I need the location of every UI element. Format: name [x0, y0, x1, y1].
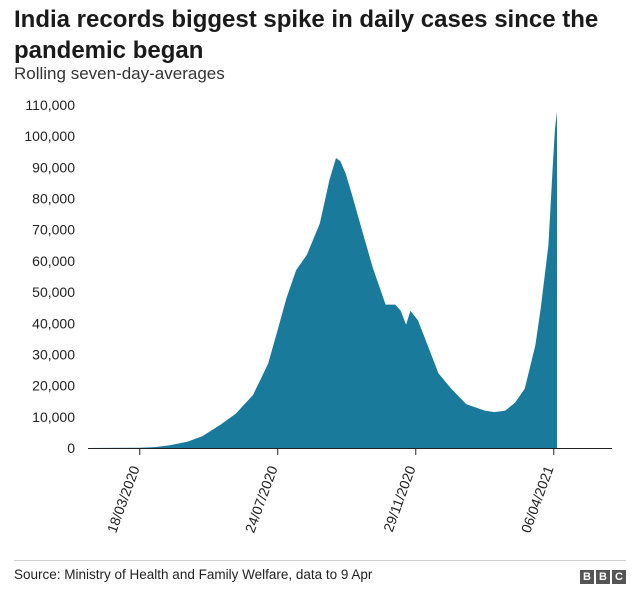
chart-subtitle: Rolling seven-day-averages: [14, 64, 225, 83]
y-tick-label: 30,000: [32, 347, 75, 363]
bbc-logo-letter: B: [596, 570, 610, 584]
x-tick-label: 24/07/2020: [242, 463, 281, 535]
y-tick-label: 60,000: [32, 253, 75, 269]
y-tick-label: 110,000: [25, 97, 75, 113]
y-tick-label: 100,000: [24, 128, 75, 144]
y-tick-label: 0: [67, 440, 75, 456]
x-tick-label: 06/04/2021: [518, 463, 557, 535]
chart-title: India records biggest spike in daily cas…: [14, 6, 599, 64]
y-tick-label: 70,000: [32, 222, 75, 238]
x-tick-label: 29/11/2020: [380, 463, 419, 534]
bbc-logo-letter: B: [580, 570, 594, 584]
y-tick-label: 90,000: [32, 159, 75, 175]
series-area: [88, 111, 557, 448]
y-tick-label: 80,000: [32, 191, 75, 207]
x-tick-label: 18/03/2020: [104, 463, 143, 535]
footer-divider: [14, 560, 626, 561]
y-tick-label: 10,000: [32, 409, 75, 425]
y-tick-label: 50,000: [32, 284, 75, 300]
bbc-logo-letter: C: [612, 570, 626, 584]
y-tick-label: 20,000: [32, 378, 75, 394]
source-note: Source: Ministry of Health and Family We…: [14, 567, 373, 582]
bbc-logo: B B C: [580, 570, 626, 584]
y-tick-label: 40,000: [32, 315, 75, 331]
